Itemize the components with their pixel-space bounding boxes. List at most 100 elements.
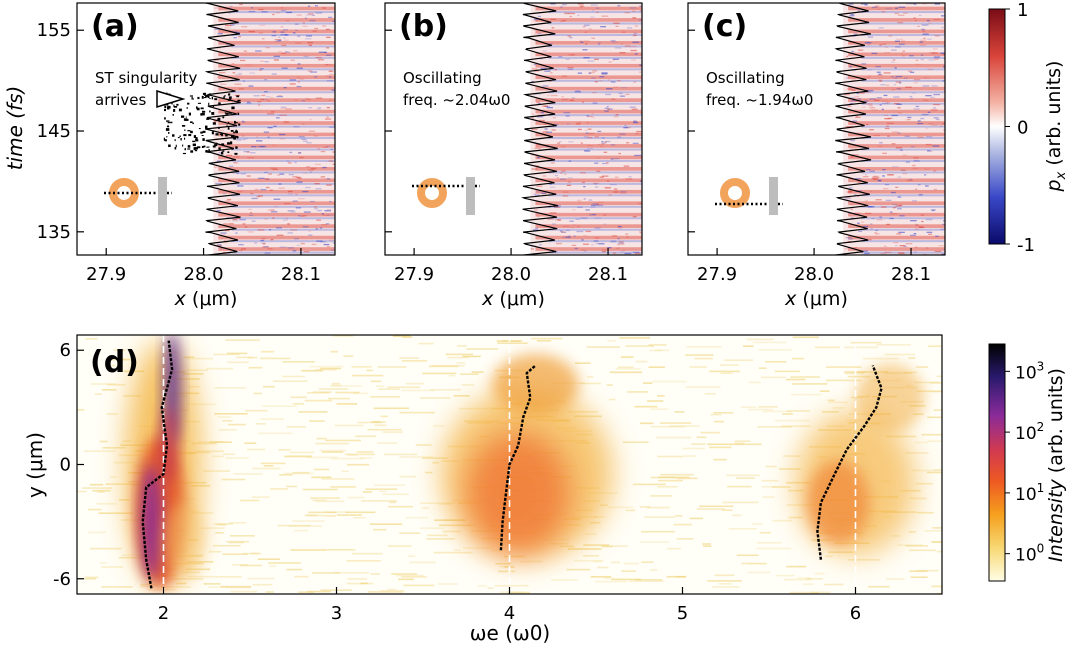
px-stripe-positive — [848, 41, 945, 45]
px-stripe-negative — [548, 125, 642, 128]
singularity-dot — [214, 98, 218, 101]
x-axis-label: x (μm) — [784, 288, 848, 310]
panel-heatmap — [163, 3, 335, 255]
colorbar-intensity-tick-label: 101 — [1015, 481, 1044, 505]
px-stripe-positive — [848, 29, 945, 34]
y-tick-label: 155 — [37, 20, 71, 41]
px-stripe-positive — [218, 132, 335, 137]
harmonic-band — [492, 354, 579, 416]
singularity-dot — [174, 139, 176, 142]
px-stripe-positive — [218, 167, 335, 171]
singularity-dot — [197, 96, 200, 100]
singularity-dot — [227, 99, 232, 101]
singularity-dot — [171, 103, 173, 105]
px-stripe-positive — [848, 224, 945, 228]
px-stripe-negative — [231, 125, 335, 128]
singularity-dot — [202, 92, 207, 95]
singularity-dot — [218, 102, 221, 105]
singularity-dot — [217, 118, 220, 121]
surface-front-curve — [521, 3, 559, 255]
singularity-dot — [168, 132, 170, 134]
target-foil-icon — [769, 177, 778, 215]
singularity-dot — [231, 147, 234, 150]
singularity-dot — [228, 112, 232, 114]
target-foil-icon — [158, 177, 167, 215]
px-stripe-negative — [548, 148, 642, 151]
px-stripe-positive — [848, 75, 945, 80]
px-stripe-positive — [218, 63, 335, 68]
singularity-dot — [167, 105, 171, 109]
singularity-dot — [224, 112, 227, 114]
y-tick-label: 135 — [37, 222, 71, 243]
px-stripe-positive — [535, 155, 642, 160]
singularity-dot — [201, 135, 204, 136]
px-stripe-negative — [231, 102, 335, 105]
vortex-ring-icon — [417, 178, 447, 208]
singularity-dot — [193, 135, 196, 138]
singularity-dot — [187, 130, 191, 132]
singularity-dot — [238, 123, 241, 126]
singularity-dot — [230, 130, 234, 132]
singularity-dot — [163, 137, 165, 141]
px-stripe-positive — [218, 29, 335, 34]
singularity-dot — [170, 121, 173, 124]
px-stripe-negative — [231, 240, 335, 243]
singularity-dot — [209, 98, 211, 100]
panel-d-label: (d) — [90, 345, 139, 380]
px-stripe-positive — [535, 52, 642, 57]
px-stripe-negative — [861, 114, 945, 117]
singularity-dot — [237, 99, 241, 102]
singularity-dot — [198, 128, 201, 130]
px-stripe-negative — [548, 33, 642, 36]
singularity-dot — [172, 114, 174, 116]
singularity-dot — [164, 108, 166, 112]
colorbar-intensity-label: Intensity (arb. units) — [1045, 368, 1067, 562]
singularity-dot — [205, 125, 208, 129]
singularity-dot — [185, 116, 187, 118]
singularity-dot — [234, 120, 236, 124]
px-stripe-positive — [848, 167, 945, 171]
px-stripe-negative — [548, 45, 642, 48]
px-stripe-positive — [848, 18, 945, 22]
singularity-dot — [224, 95, 226, 97]
px-stripe-positive — [535, 75, 642, 80]
px-stripe-negative — [231, 217, 335, 220]
px-stripe-positive — [535, 167, 642, 171]
singularity-dot — [214, 144, 218, 147]
singularity-dot — [167, 122, 170, 124]
singularity-dot — [187, 148, 191, 150]
singularity-dot — [200, 107, 204, 110]
singularity-point-icon — [732, 191, 740, 199]
colorbar-px: 1 0 -1 px (arb. units) — [988, 0, 1069, 256]
singularity-dot — [194, 149, 198, 152]
px-stripe-positive — [535, 212, 642, 217]
singularity-dot — [190, 150, 194, 153]
px-stripe-negative — [231, 182, 335, 185]
px-stripe-positive — [535, 86, 642, 91]
singularity-dot — [200, 113, 203, 116]
px-stripe-negative — [861, 159, 945, 162]
px-stripe-negative — [861, 33, 945, 36]
px-stripe-negative — [861, 205, 945, 208]
singularity-dot — [182, 125, 186, 127]
panel-d-x-label: ωe (ω0) — [470, 621, 551, 645]
singularity-dot — [173, 104, 175, 108]
px-stripe-negative — [231, 205, 335, 208]
px-stripe-negative — [231, 194, 335, 197]
panel-d-x-tick-label: 3 — [331, 603, 342, 624]
px-stripe-negative — [548, 114, 642, 117]
singularity-dot — [188, 134, 192, 137]
px-stripe-negative — [861, 240, 945, 243]
singularity-dot — [184, 148, 186, 151]
px-stripe-negative — [231, 79, 335, 82]
px-stripe-positive — [218, 247, 335, 251]
singularity-dot — [175, 144, 177, 148]
y-axis-label-time: time (fs) — [3, 86, 27, 171]
singularity-dot — [225, 134, 228, 137]
px-stripe-negative — [548, 171, 642, 174]
arrow-marker-icon — [156, 89, 186, 109]
panel-d-heatmap — [77, 335, 942, 594]
colorbar-intensity-tick-label: 103 — [1015, 359, 1044, 383]
singularity-dot — [164, 105, 167, 109]
